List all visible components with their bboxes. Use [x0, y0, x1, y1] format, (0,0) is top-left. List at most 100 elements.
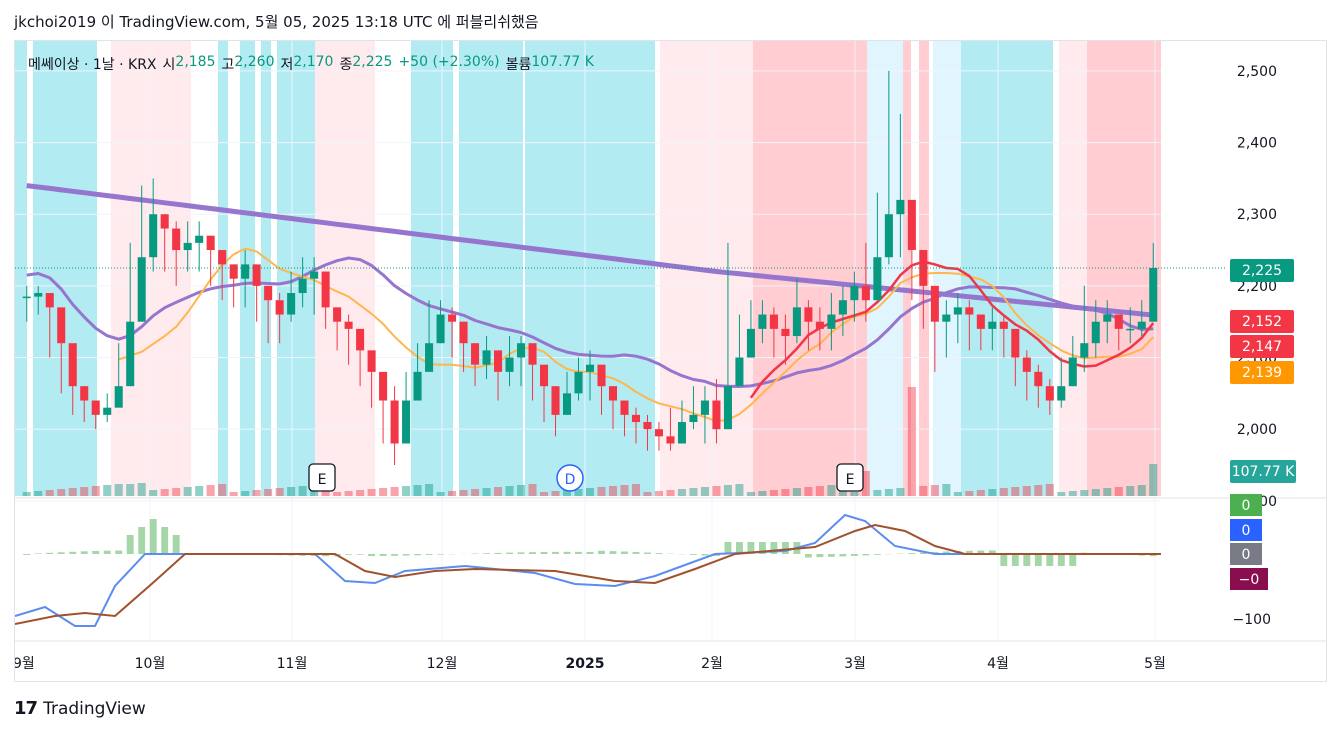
candles [22, 70, 1158, 466]
candle-body [631, 414, 641, 423]
volume-bar [643, 492, 652, 496]
open-value: 2,185 [175, 54, 216, 70]
volume-bar [425, 484, 434, 496]
candle-body [1114, 314, 1123, 329]
volume-bar [103, 485, 112, 496]
brand-name[interactable]: TradingView [43, 698, 146, 719]
chart-frame: EDE2,5002,4002,3002,2002,1002,0001,9002,… [14, 40, 1327, 682]
osc-hist-bar [552, 551, 559, 554]
session-band [111, 41, 191, 496]
candle-body [264, 285, 273, 301]
candle-body [700, 400, 709, 415]
volume-bar [528, 484, 537, 496]
price-badge [1230, 361, 1294, 384]
volume-bar [218, 484, 227, 496]
price-chart[interactable]: EDE2,5002,4002,3002,2002,1002,0001,9002,… [15, 41, 1326, 681]
volume-bar [608, 486, 618, 496]
osc-hist-bar [850, 554, 858, 556]
candle-body [229, 264, 238, 279]
volume-bar [677, 489, 686, 496]
osc-hist-bar [34, 553, 42, 554]
volume-bar [448, 491, 457, 496]
candle-body [126, 321, 135, 387]
candle-body [402, 400, 411, 444]
osc-hist-bar [126, 535, 134, 554]
volume-bar [930, 485, 939, 496]
candle-body [195, 235, 204, 243]
candle-body [930, 285, 939, 322]
volume-bar [804, 487, 813, 496]
time-tick-label: 9월 [15, 656, 35, 672]
osc-hist-bar [1023, 554, 1031, 566]
volume-bar [1126, 486, 1135, 496]
volume-bar [1068, 491, 1077, 496]
session-bands [15, 41, 1161, 496]
time-tick-label: 2월 [701, 656, 723, 672]
symbol-label[interactable]: 메쎄이상 · 1날 · KRX [28, 57, 157, 73]
price-badge-label: 2,152 [1242, 314, 1282, 330]
volume-bar [884, 489, 893, 496]
volume-bar [482, 488, 491, 496]
volume-bar [700, 487, 709, 496]
volume-bar [1045, 484, 1054, 496]
volume-bar [252, 490, 261, 496]
volume-bar [873, 490, 882, 496]
osc-hist-bar [402, 554, 410, 556]
volume-bar [861, 471, 870, 496]
candle-body [815, 321, 824, 329]
osc-hist-bar [862, 554, 870, 556]
candle-body [471, 343, 480, 365]
volume-bar [988, 489, 997, 496]
session-band [867, 41, 903, 496]
session-band [961, 41, 1053, 496]
volume-bar [34, 491, 43, 496]
osc-hist-bar [586, 551, 594, 554]
osc-hist-bar [632, 551, 640, 554]
tradingview-logo-icon[interactable]: 17 [14, 698, 38, 719]
volume-bar [264, 489, 273, 496]
candle-body [1103, 314, 1112, 322]
session-band [1059, 41, 1087, 496]
publish-header: jkchoi2019 이 TradingView.com, 5월 05, 202… [14, 13, 539, 31]
osc-hist-bar [414, 554, 422, 556]
volume-bar [666, 490, 675, 496]
volume-bar [471, 489, 480, 496]
osc-hist-bar [781, 542, 789, 554]
osc-badge [1230, 543, 1262, 565]
candle-body [494, 350, 503, 372]
osc-badge-label: 0 [1242, 547, 1251, 563]
candle-body [769, 314, 778, 329]
osc-hist-bar [965, 550, 973, 554]
event-label: E [846, 472, 855, 488]
volume-bars [22, 387, 1158, 496]
osc-hist-bar [873, 554, 881, 555]
high-value: 2,260 [234, 54, 275, 70]
candle-body [620, 400, 629, 415]
osc-hist-bar [161, 527, 169, 554]
candle-body [321, 271, 330, 308]
candle-body [160, 214, 169, 229]
candle-body [149, 214, 158, 258]
osc-hist-bar [942, 551, 950, 554]
candle-body [735, 357, 744, 387]
osc-badge [1230, 568, 1268, 590]
volume-bar [1034, 485, 1043, 496]
volume-bar [367, 489, 376, 496]
candle-body [206, 235, 215, 251]
candle-body [333, 307, 342, 322]
candle-body [574, 371, 583, 394]
volume-bar [1080, 490, 1089, 496]
candle-body [114, 386, 123, 408]
osc-badge-label: −0 [1239, 572, 1260, 588]
candle-body [919, 250, 928, 286]
candle-body [942, 314, 951, 322]
osc-hist-bar [172, 535, 180, 554]
candle-body [459, 321, 468, 344]
osc-hist-bar [80, 551, 88, 554]
candle-body [413, 371, 422, 401]
osc-hist-bar [425, 554, 433, 555]
osc-hist-bar [816, 554, 824, 558]
candle-body [539, 364, 549, 387]
volume-bar [1137, 485, 1146, 496]
candle-body [988, 321, 997, 329]
